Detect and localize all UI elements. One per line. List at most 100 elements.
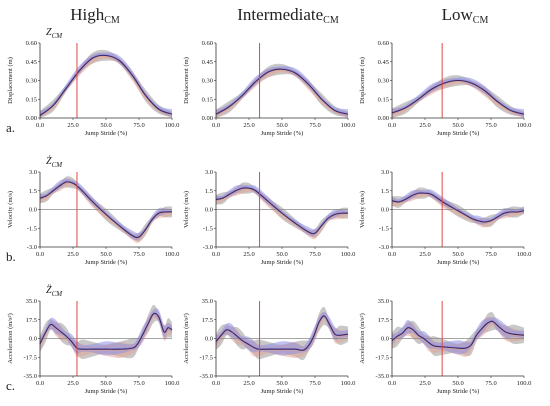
x-tick-label: 50.0 bbox=[452, 122, 463, 129]
panel-b-int: -3.0 -1.5 0.0 1.5 3.0 0.0 25.0 50.0 75.0 100.0 Jum… bbox=[183, 169, 355, 266]
y-tick-label: -3.0 bbox=[203, 244, 213, 251]
x-tick-label: 25.0 bbox=[67, 122, 78, 129]
y-tick-label: -35.0 bbox=[375, 373, 389, 380]
y-tick-label: 0.15 bbox=[202, 96, 213, 103]
y-tick-label: 3.0 bbox=[381, 169, 389, 176]
y-tick-label: 0.30 bbox=[26, 78, 37, 85]
x-tick-label: 0.0 bbox=[36, 251, 44, 258]
column-title-main: High bbox=[70, 5, 105, 24]
y-tick-label: 0.60 bbox=[26, 40, 37, 47]
y-tick-label: -3.0 bbox=[379, 244, 389, 251]
band-blue bbox=[392, 317, 524, 355]
band-red bbox=[216, 67, 348, 118]
column-title-main: Low bbox=[442, 5, 474, 24]
y-axis-label: Acceleration (m/s²) bbox=[7, 313, 14, 364]
y-tick-label: -1.5 bbox=[203, 225, 213, 232]
panel-b-low: -3.0 -1.5 0.0 1.5 3.0 0.0 25.0 50.0 75.0 100.0 Jum… bbox=[359, 169, 531, 266]
y-axis-label: Displacement (m) bbox=[183, 57, 190, 104]
x-axis-label: Jump Stride (%) bbox=[261, 388, 304, 395]
y-tick-label: -17.5 bbox=[199, 354, 213, 361]
variable-sub: CM bbox=[52, 32, 64, 40]
y-tick-label: 35.0 bbox=[202, 298, 213, 305]
y-tick-label: 35.0 bbox=[26, 298, 37, 305]
y-tick-label: -1.5 bbox=[27, 225, 37, 232]
x-axis-label: Jump Stride (%) bbox=[261, 130, 304, 137]
x-tick-label: 100.0 bbox=[517, 122, 532, 129]
x-tick-label: 25.0 bbox=[419, 251, 430, 258]
x-tick-label: 0.0 bbox=[212, 122, 220, 129]
x-axis-label: Jump Stride (%) bbox=[85, 130, 128, 137]
x-tick-label: 50.0 bbox=[276, 380, 287, 387]
x-tick-label: 0.0 bbox=[212, 251, 220, 258]
series-line-mean bbox=[391, 192, 525, 223]
band-gray bbox=[392, 187, 524, 228]
x-tick-label: 75.0 bbox=[485, 380, 496, 387]
row-label-a: a. bbox=[6, 120, 15, 135]
x-tick-label: 50.0 bbox=[100, 251, 111, 258]
y-tick-label: -3.0 bbox=[27, 244, 37, 251]
column-title-1: IntermediateCM bbox=[237, 5, 339, 26]
y-axis-label: Velocity (m/s) bbox=[183, 191, 190, 228]
y-tick-label: 0.45 bbox=[26, 59, 37, 66]
y-tick-label: 35.0 bbox=[378, 298, 389, 305]
y-tick-label: 17.5 bbox=[378, 317, 389, 324]
column-title-0: HighCM bbox=[70, 5, 120, 26]
band-gray bbox=[40, 49, 172, 118]
variable-sub: CM bbox=[52, 290, 64, 298]
series-line-mean bbox=[391, 320, 525, 349]
x-axis-label: Jump Stride (%) bbox=[85, 388, 128, 395]
x-tick-label: 100.0 bbox=[165, 122, 180, 129]
y-tick-label: -17.5 bbox=[375, 354, 389, 361]
x-tick-label: 75.0 bbox=[309, 380, 320, 387]
y-tick-label: 0.60 bbox=[378, 40, 389, 47]
x-tick-label: 75.0 bbox=[133, 380, 144, 387]
x-tick-label: 0.0 bbox=[36, 122, 44, 129]
series-line-mean bbox=[391, 79, 525, 115]
variable-label-0: ZCM bbox=[46, 27, 63, 40]
x-axis-label: Jump Stride (%) bbox=[437, 130, 480, 137]
x-tick-label: 50.0 bbox=[276, 251, 287, 258]
y-axis-label: Acceleration (m/s²) bbox=[183, 313, 190, 364]
x-axis-label: Jump Stride (%) bbox=[437, 388, 480, 395]
y-tick-label: 0.0 bbox=[205, 207, 213, 214]
column-title-sub: CM bbox=[323, 15, 339, 26]
panel-c-int: -35.0 -17.5 0.0 17.5 35.0 0.0 25.0 50.0 75.0 100.… bbox=[183, 298, 355, 395]
x-tick-label: 0.0 bbox=[36, 380, 44, 387]
series-line-mean bbox=[215, 68, 349, 115]
y-axis-label: Displacement (m) bbox=[7, 57, 14, 104]
y-tick-label: 0.30 bbox=[202, 78, 213, 85]
x-tick-label: 25.0 bbox=[243, 380, 254, 387]
x-tick-label: 75.0 bbox=[309, 122, 320, 129]
band-blue bbox=[216, 66, 348, 118]
panel-a-low: 0.00 0.15 0.30 0.45 0.60 0.0 25.0 50.0 75.0 100.0… bbox=[359, 40, 531, 137]
y-tick-label: 0.0 bbox=[29, 207, 37, 214]
band-blue bbox=[392, 77, 524, 118]
y-axis-label: Acceleration (m/s²) bbox=[359, 313, 366, 364]
y-tick-label: 0.30 bbox=[378, 78, 389, 85]
panel-a-high: 0.00 0.15 0.30 0.45 0.60 0.0 25.0 50.0 75.0 100.0… bbox=[7, 40, 179, 137]
y-tick-label: 0.45 bbox=[202, 59, 213, 66]
y-tick-label: 0.0 bbox=[381, 336, 389, 343]
row-label-c: c. bbox=[6, 378, 15, 393]
x-tick-label: 25.0 bbox=[67, 380, 78, 387]
panel-a-int: 0.00 0.15 0.30 0.45 0.60 0.0 25.0 50.0 75.0 100.0… bbox=[183, 40, 355, 137]
x-tick-label: 100.0 bbox=[341, 251, 356, 258]
y-tick-label: 0.0 bbox=[29, 336, 37, 343]
x-tick-label: 25.0 bbox=[243, 251, 254, 258]
x-tick-label: 0.0 bbox=[388, 251, 396, 258]
x-tick-label: 50.0 bbox=[452, 380, 463, 387]
y-axis-label: Velocity (m/s) bbox=[359, 191, 366, 228]
band-gray bbox=[40, 176, 172, 242]
panel-c-low: -35.0 -17.5 0.0 17.5 35.0 0.0 25.0 50.0 75.0 100.… bbox=[359, 298, 531, 395]
y-tick-label: 1.5 bbox=[205, 188, 213, 195]
band-blue bbox=[40, 52, 172, 118]
y-tick-label: 1.5 bbox=[29, 188, 37, 195]
x-tick-label: 75.0 bbox=[309, 251, 320, 258]
x-tick-label: 0.0 bbox=[212, 380, 220, 387]
column-title-main: Intermediate bbox=[237, 5, 323, 24]
x-axis-label: Jump Stride (%) bbox=[261, 259, 304, 266]
y-tick-label: 3.0 bbox=[29, 169, 37, 176]
y-tick-label: 0.0 bbox=[205, 336, 213, 343]
y-tick-label: 0.00 bbox=[202, 115, 213, 122]
variable-main: Z bbox=[46, 27, 52, 38]
